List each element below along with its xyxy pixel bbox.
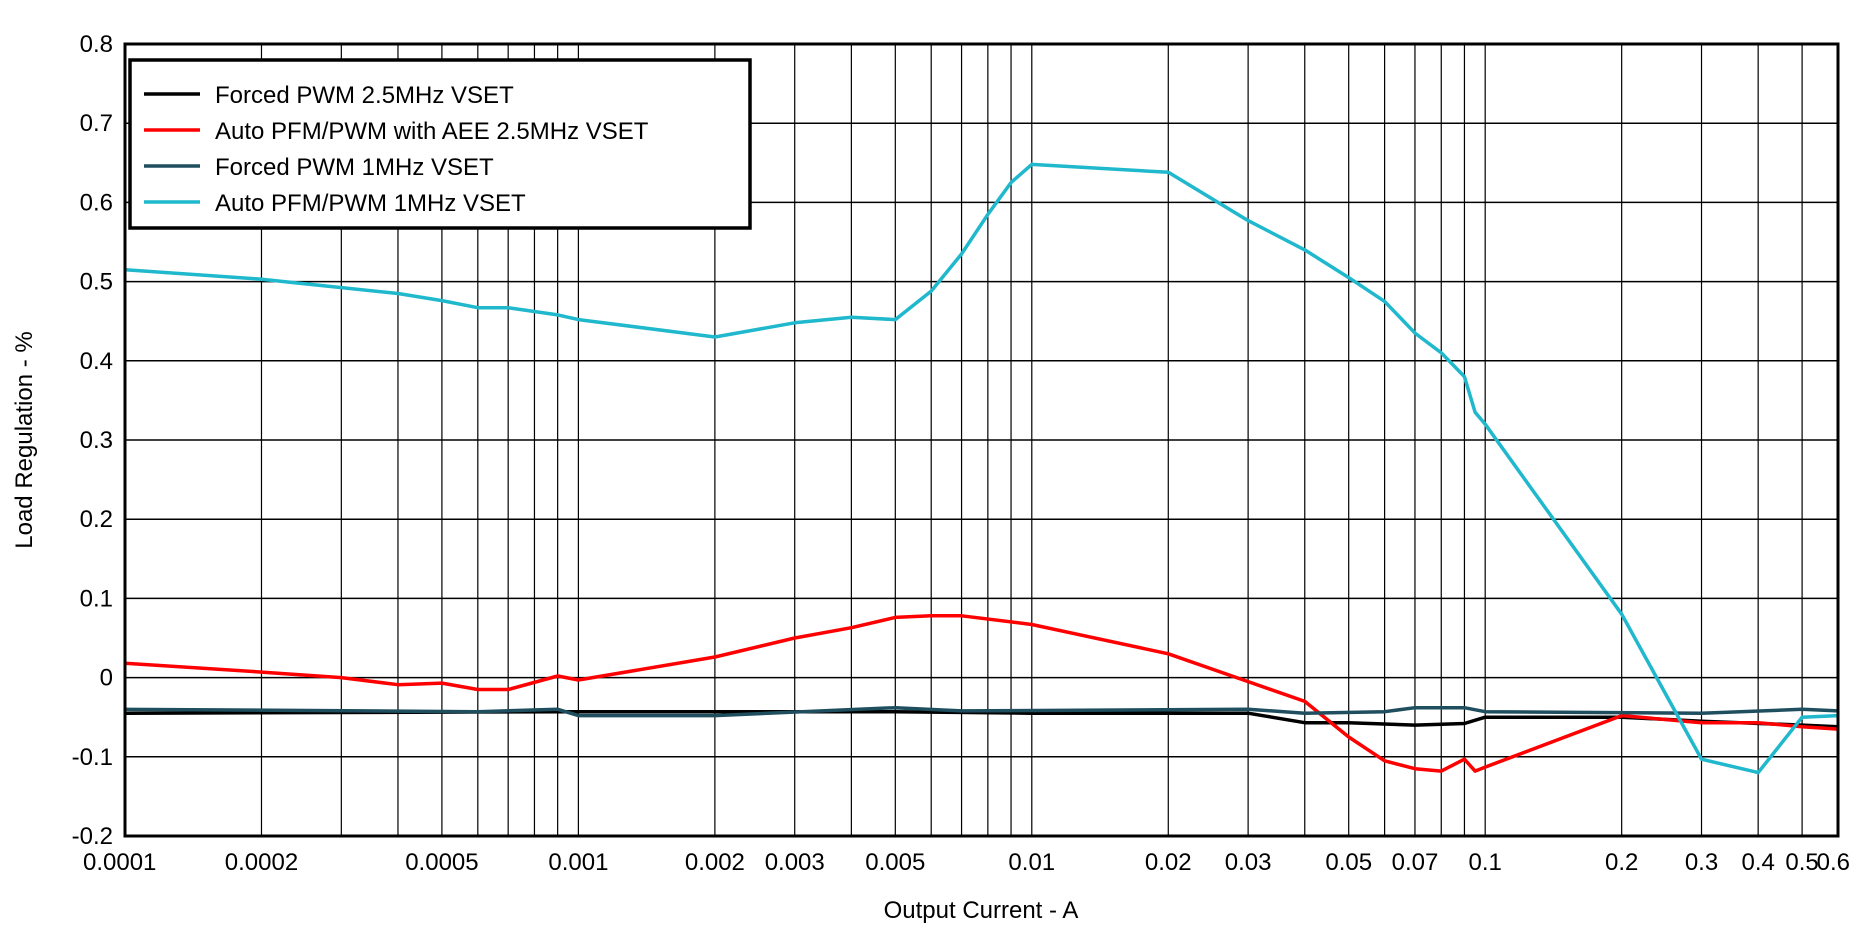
y-tick-label: 0.3 (80, 427, 113, 454)
x-tick-label: 0.0005 (405, 849, 478, 876)
y-tick-label: 0.8 (80, 31, 113, 58)
plot-frame (123, 42, 1840, 838)
y-tick-label: 0.1 (80, 585, 113, 612)
y-tick-label: -0.2 (72, 823, 113, 850)
series-line-2 (124, 705, 1839, 718)
x-tick-label: 0.0001 (83, 849, 156, 876)
series-line-3 (124, 162, 1839, 775)
x-tick-label: 0.07 (1392, 849, 1439, 876)
legend: Forced PWM 2.5MHz VSET Auto PFM/PWM with … (128, 58, 752, 230)
y-tick-label: 0.7 (80, 110, 113, 137)
y-tick-labels: -0.2 -0.1 0 0.1 0.2 0.3 0.4 0.5 0.6 0.7 0.8 (72, 31, 113, 850)
x-tick-labels: 0.0001 0.0002 0.0005 0.001 0.002 0.003 0.005 0.… (83, 849, 1850, 876)
y-axis-label: Load Regulation - % (11, 331, 38, 548)
series-line-1 (124, 614, 1839, 773)
x-tick-label: 0.6 (1817, 849, 1850, 876)
y-tick-label: 0.6 (80, 189, 113, 216)
y-tick-label: 0 (100, 665, 113, 692)
legend-label-1: Auto PFM/PWM with AEE 2.5MHz VSET (215, 118, 649, 145)
x-tick-label: 0.002 (685, 849, 745, 876)
x-tick-label: 0.02 (1145, 849, 1192, 876)
x-tick-label: 0.03 (1225, 849, 1272, 876)
y-tick-label: -0.1 (72, 744, 113, 771)
x-tick-label: 0.2 (1605, 849, 1638, 876)
x-tick-label: 0.1 (1469, 849, 1502, 876)
y-tick-label: 0.4 (80, 348, 113, 375)
legend-box (128, 58, 752, 230)
x-tick-label: 0.05 (1325, 849, 1372, 876)
x-tick-label: 0.4 (1741, 849, 1774, 876)
x-tick-label: 0.0002 (225, 849, 298, 876)
x-tick-label: 0.003 (765, 849, 825, 876)
x-tick-label: 0.01 (1008, 849, 1055, 876)
x-axis-label: Output Current - A (884, 897, 1079, 924)
x-tick-label: 0.3 (1685, 849, 1718, 876)
series-lines (124, 162, 1839, 775)
x-tick-label: 0.5 (1785, 849, 1818, 876)
y-tick-label: 0.5 (80, 269, 113, 296)
y-tick-label: 0.2 (80, 506, 113, 533)
legend-label-2: Forced PWM 1MHz VSET (215, 154, 494, 181)
x-tick-label: 0.005 (865, 849, 925, 876)
legend-label-0: Forced PWM 2.5MHz VSET (215, 82, 514, 109)
legend-label-3: Auto PFM/PWM 1MHz VSET (215, 190, 526, 217)
x-tick-label: 0.001 (548, 849, 608, 876)
